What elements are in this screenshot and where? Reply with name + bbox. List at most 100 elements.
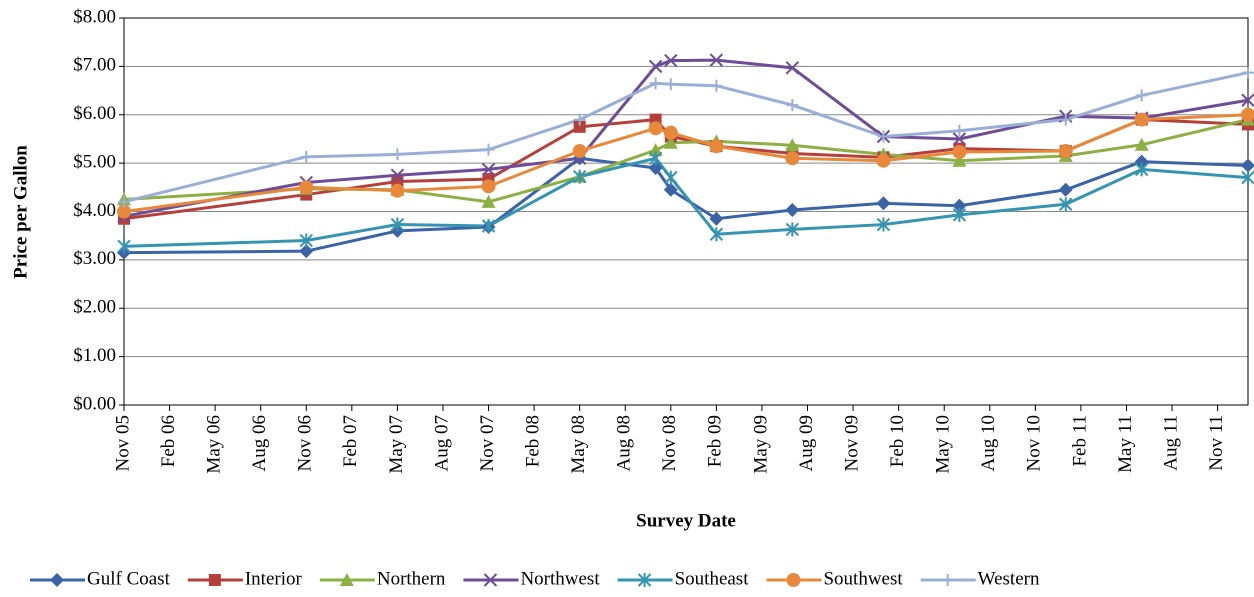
x-tick-label: Feb 09 [705, 415, 726, 467]
marker [663, 182, 678, 197]
y-tick-label: $1.00 [73, 345, 116, 366]
x-tick-label: Aug 07 [431, 415, 452, 471]
marker [952, 153, 967, 167]
marker [1134, 137, 1149, 151]
y-tick-label: $5.00 [73, 151, 116, 172]
marker [952, 144, 967, 159]
x-tick-label: May 11 [1115, 415, 1136, 473]
marker [573, 120, 586, 133]
marker [481, 179, 496, 194]
series-line [123, 113, 1249, 213]
series-line [123, 118, 1249, 221]
marker [481, 162, 496, 177]
marker [1241, 107, 1254, 122]
marker [1059, 197, 1073, 212]
y-axis-label: Price per Gallon [10, 145, 31, 279]
x-tick-label: Nov 08 [659, 415, 680, 471]
marker [481, 219, 496, 234]
marker [649, 77, 662, 90]
legend-label: Southwest [823, 568, 903, 589]
marker [953, 124, 966, 137]
x-tick-label: Nov 06 [295, 415, 316, 471]
series-line [123, 156, 1249, 255]
y-tick-label: $0.00 [73, 393, 116, 414]
marker [1059, 113, 1072, 126]
marker [573, 113, 586, 126]
marker [785, 61, 800, 75]
legend-label: Western [978, 568, 1040, 589]
legend-label: Gulf Coast [87, 568, 171, 589]
marker [117, 204, 131, 219]
x-tick-label: Aug 11 [1160, 415, 1181, 471]
marker [663, 125, 678, 140]
x-tick-label: May 08 [568, 415, 589, 474]
marker [1058, 144, 1073, 159]
marker [709, 139, 724, 154]
marker [208, 574, 221, 586]
marker [941, 574, 954, 586]
x-tick-label: Nov 11 [1206, 415, 1227, 471]
marker [709, 211, 724, 226]
marker [390, 183, 405, 198]
marker [481, 194, 496, 208]
marker [299, 180, 314, 195]
marker [952, 198, 967, 213]
x-tick-label: Aug 09 [796, 415, 817, 471]
marker [785, 138, 800, 152]
marker [483, 573, 498, 587]
marker [648, 59, 663, 74]
x-tick-label: May 07 [386, 415, 407, 474]
marker [299, 244, 314, 259]
marker [664, 53, 678, 68]
y-tick-label: $2.00 [73, 297, 116, 318]
marker [648, 151, 663, 166]
marker [786, 99, 799, 112]
marker [648, 121, 663, 136]
marker [1134, 112, 1149, 127]
y-tick-label: $6.00 [73, 103, 116, 124]
x-tick-label: Feb 07 [340, 415, 361, 467]
y-tick-label: $7.00 [73, 55, 116, 76]
marker [709, 53, 724, 67]
y-tick-label: $3.00 [73, 248, 116, 269]
marker [299, 233, 313, 248]
marker [710, 79, 723, 92]
marker [1135, 89, 1148, 102]
marker [648, 160, 663, 175]
x-tick-label: Feb 10 [887, 415, 908, 467]
x-tick-label: Nov 05 [112, 415, 133, 471]
marker [300, 150, 313, 163]
legend-label: Southeast [675, 568, 750, 589]
legend-label: Northern [377, 568, 446, 589]
y-tick-label: $8.00 [73, 6, 116, 27]
x-tick-label: Nov 09 [841, 415, 862, 471]
marker [391, 148, 404, 161]
marker [482, 143, 495, 156]
marker [1241, 93, 1254, 107]
x-axis-label: Survey Date [636, 510, 736, 531]
x-tick-label: Feb 06 [158, 415, 179, 467]
series-line [123, 156, 1249, 248]
marker [390, 168, 405, 182]
marker [648, 143, 663, 157]
x-tick-label: Nov 10 [1024, 415, 1045, 471]
legend-label: Northwest [520, 568, 600, 589]
x-tick-label: May 10 [933, 415, 954, 474]
marker [390, 217, 405, 232]
marker [877, 130, 890, 143]
marker [709, 227, 724, 242]
marker [876, 217, 891, 232]
marker [1058, 182, 1073, 197]
marker [663, 135, 678, 149]
marker [572, 169, 587, 184]
marker [664, 78, 677, 91]
marker [572, 144, 587, 159]
marker [785, 203, 800, 218]
marker [1241, 170, 1254, 185]
x-tick-label: Aug 08 [614, 415, 635, 471]
x-tick-label: Aug 06 [249, 415, 270, 471]
marker [1242, 66, 1254, 79]
marker [1241, 158, 1254, 173]
